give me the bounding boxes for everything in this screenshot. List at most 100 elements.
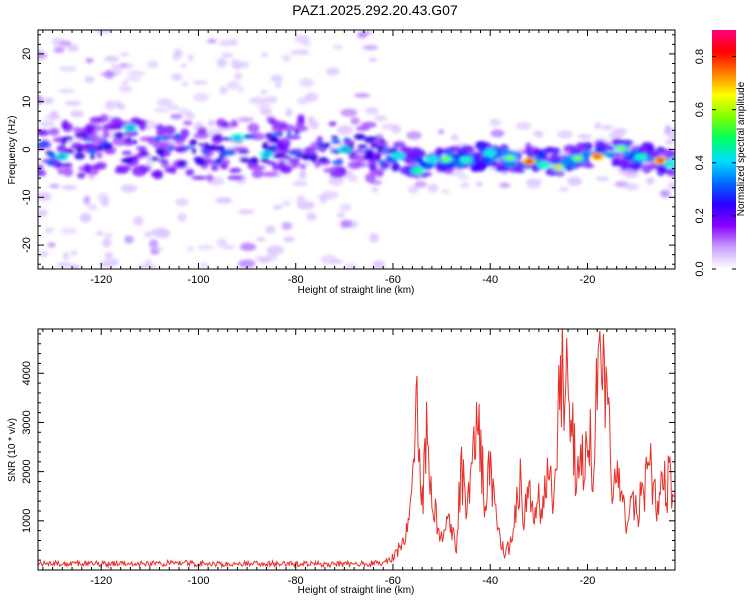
spectrogram-cell (195, 121, 203, 129)
snr-xtick-label: -100 (187, 575, 209, 587)
spectrogram-cell (244, 134, 256, 139)
spectrogram-xtick-label: -40 (482, 274, 498, 286)
spectrogram-cell (175, 198, 189, 206)
spectrogram-cell (201, 150, 211, 155)
spectrogram-cell (645, 177, 655, 185)
spectrogram-cell (256, 237, 266, 242)
spectrogram-cell (353, 162, 369, 168)
spectrogram-cell (118, 85, 133, 93)
spectrogram-cell (102, 128, 110, 139)
spectrogram-cell (187, 54, 194, 62)
spectrogram-cell (577, 134, 592, 140)
spectrogram-cell (482, 157, 492, 162)
spectrogram-cell (220, 162, 229, 170)
spectrogram-cell (148, 239, 159, 249)
spectrogram-cell (208, 144, 218, 151)
colorbar-tick-label: 0.0 (694, 261, 706, 276)
spectrogram-cell (414, 180, 427, 188)
spectrogram-cell (103, 232, 113, 239)
spectrogram-cell (222, 244, 236, 250)
spectrogram-cell (97, 192, 109, 203)
spectrogram-cell (567, 176, 583, 186)
spectrogram-cell (119, 52, 130, 57)
spectrogram-cell (221, 52, 234, 58)
spectrogram-cell (94, 161, 107, 170)
spectrogram-cell (265, 252, 278, 261)
spectrogram-ytick-label: 10 (21, 96, 33, 108)
spectrogram-cell (299, 163, 307, 170)
spectrogram-cell (186, 246, 194, 252)
spectrogram-cell (251, 169, 264, 178)
spectrogram-cell (602, 151, 614, 158)
spectrogram-cell (39, 120, 55, 127)
spectrogram-cell (116, 101, 123, 110)
snr-line (38, 329, 675, 569)
spectrogram-cell (287, 130, 292, 138)
colorbar-tick-label: 0.6 (694, 102, 706, 117)
spectrogram-cell (641, 163, 652, 174)
spectrogram-cell (461, 157, 470, 163)
spectrogram-cell (185, 111, 195, 120)
spectrogram-cell (192, 80, 208, 85)
spectrogram-cell (85, 57, 94, 64)
spectrogram-cell (48, 152, 56, 159)
spectrogram-cell (504, 161, 517, 168)
spectrogram-cell (606, 146, 615, 151)
spectrogram-cell (237, 117, 254, 123)
spectrogram-cell (641, 144, 648, 152)
spectrogram-cell (262, 151, 271, 157)
spectrogram-cell (275, 81, 282, 89)
spectrogram-cell (514, 168, 526, 174)
spectrogram-cell (120, 158, 132, 163)
spectrogram-ytick-label: 0 (21, 146, 33, 152)
spectrogram-cell (407, 185, 419, 194)
spectrogram-cell (406, 130, 422, 140)
spectrogram-cell (83, 163, 92, 174)
spectrogram-cell (668, 134, 675, 141)
spectrogram-cell (126, 125, 135, 131)
spectrogram-cell (103, 143, 113, 151)
spectrogram-cell (267, 119, 276, 125)
spectrogram-cell (149, 229, 164, 237)
spectrogram-cell (593, 154, 602, 160)
spectrogram-cell (69, 110, 84, 118)
spectrogram-cell (158, 159, 169, 163)
spectrogram-cell (375, 168, 385, 175)
spectrogram-cell (86, 128, 94, 135)
spectrogram-cell (626, 162, 643, 170)
spectrogram-cell (124, 235, 134, 244)
spectrogram-cell (125, 76, 142, 82)
spectrogram-xtick-label: -60 (385, 274, 401, 286)
spectrogram-cell (156, 130, 165, 137)
spectrogram-cell (235, 61, 250, 69)
spectrogram-cell (38, 169, 47, 177)
colorbar-tick-label: 0.8 (694, 49, 706, 64)
spectrogram-cell (193, 92, 210, 102)
spectrogram-cell (340, 219, 353, 228)
spectrogram-cell (185, 168, 195, 176)
spectrogram-cell (139, 147, 147, 153)
spectrogram-cell (180, 128, 190, 139)
spectrogram-cell (393, 153, 402, 159)
spectrogram-cell (262, 171, 278, 177)
spectrogram-cell (260, 108, 273, 116)
spectrogram-cell (617, 146, 626, 152)
spectrogram-cell (151, 246, 164, 252)
spectrogram-cell (190, 139, 197, 146)
spectrogram-cell (102, 238, 112, 248)
spectrogram-cell (295, 121, 305, 129)
spectrogram-cell (264, 96, 278, 104)
spectrogram-cell (553, 159, 560, 166)
snr-background (38, 329, 675, 570)
spectrogram-cell (454, 154, 461, 160)
spectrogram-cell (57, 162, 73, 168)
spectrogram-ylabel: Frequency (Hz) (7, 116, 18, 185)
spectrogram-cell (238, 150, 250, 155)
spectrogram-cell (636, 154, 645, 160)
spectrogram-cell (260, 52, 269, 57)
spectrogram-cell (152, 169, 164, 180)
snr-frame (37, 328, 676, 571)
spectrogram-cell (238, 209, 255, 215)
spectrogram-cell (90, 153, 95, 160)
